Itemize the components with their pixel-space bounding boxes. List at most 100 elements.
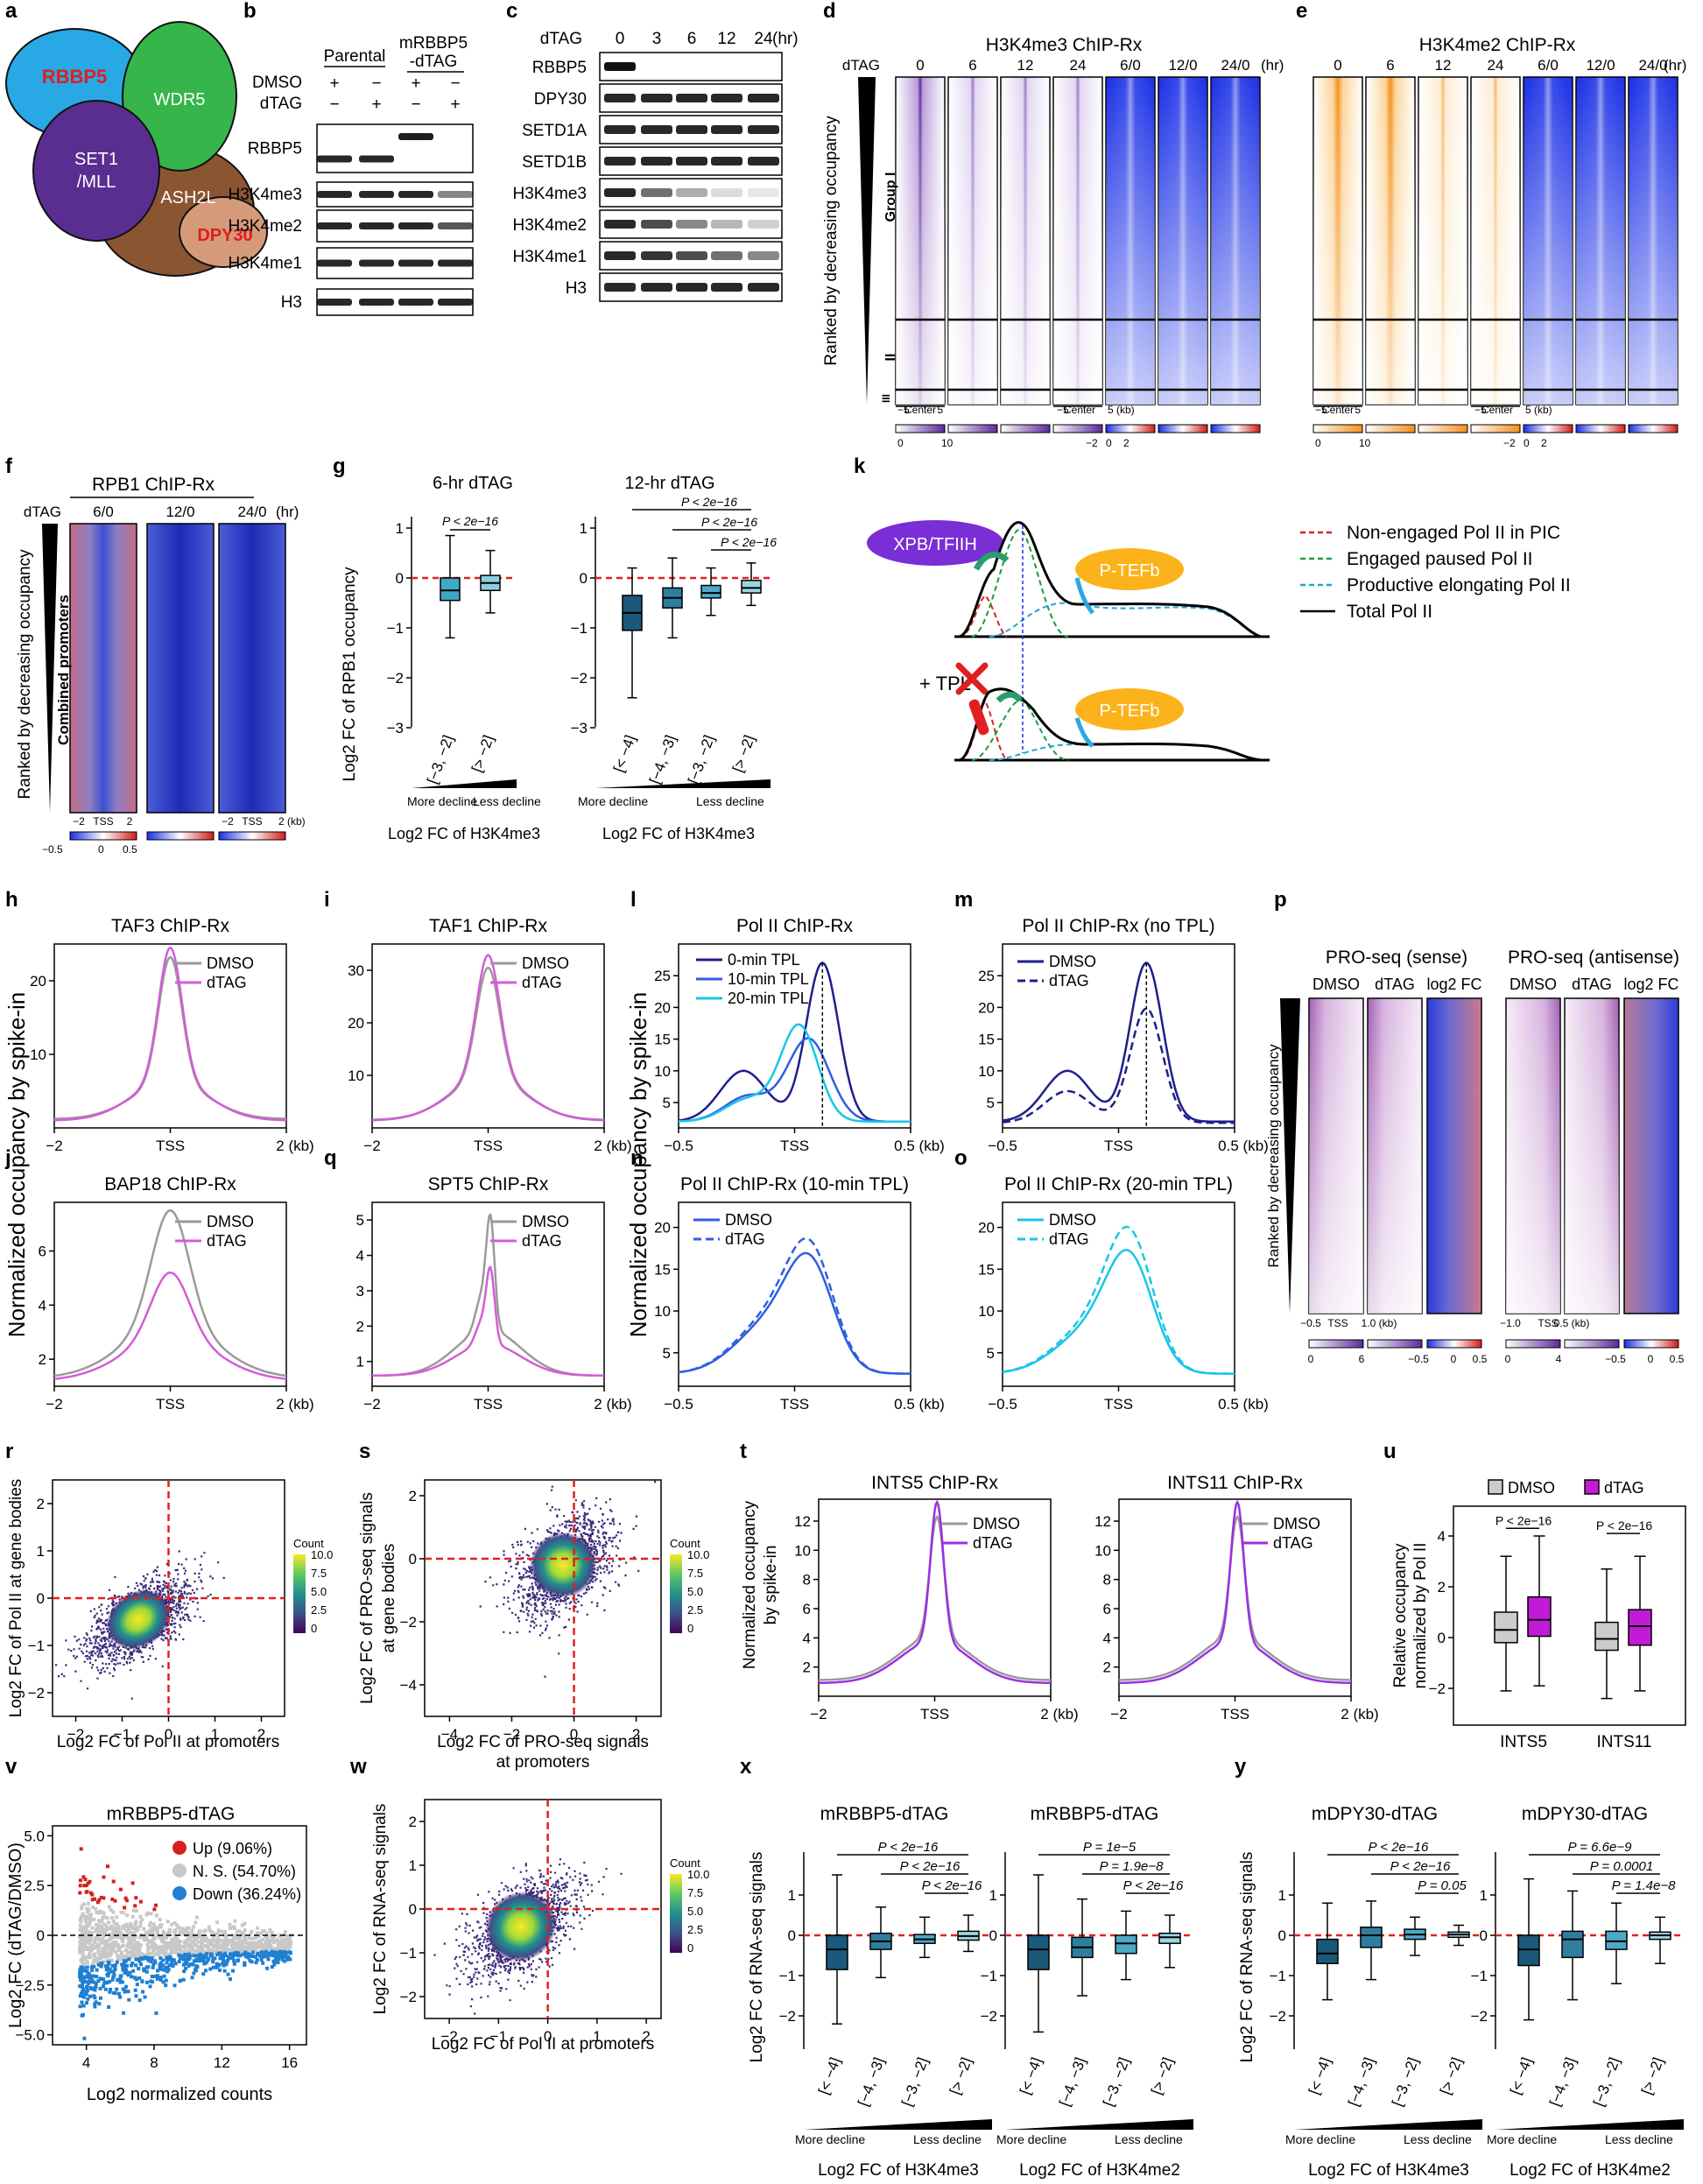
p-title-antisense: PRO-seq (antisense) — [1508, 948, 1679, 968]
x2-cat-label: [< −4] — [1017, 2055, 1045, 2096]
p-rank-triangle — [1280, 998, 1300, 1314]
y2-decline-wedge — [1495, 2119, 1684, 2130]
o-legend-label: dTAG — [1049, 1230, 1089, 1248]
y-ylab: Log2 FC of RNA-seq signals — [1238, 1852, 1256, 2063]
y2-ytick-label: 0 — [1480, 1927, 1488, 1944]
y2-cat-label: [−4, −3] — [1546, 2055, 1580, 2109]
dtag-suffix-label: -dTAG — [410, 53, 458, 71]
n-ytick-label: 5 — [663, 1345, 671, 1362]
g-title-12hr: 12-hr dTAG — [625, 474, 715, 493]
b-band — [317, 191, 352, 198]
p-scale-label: 0 — [1308, 1353, 1314, 1365]
e-x-center2: Center — [1481, 404, 1513, 416]
e-fade — [1313, 77, 1362, 405]
d-colorbar — [895, 424, 946, 433]
g-more-label2: More decline — [578, 794, 648, 808]
panel-k-model-diagram: XPB/TFIIH P-TEFb P-TEFb + TPL Non-engage… — [867, 520, 1571, 762]
b-band — [359, 155, 394, 163]
i-ytick-label: 30 — [348, 962, 364, 979]
c-band — [711, 94, 742, 102]
p-fade — [1309, 998, 1363, 1314]
x1-ytick-label: 0 — [788, 1927, 796, 1944]
p-x-label2: 0.5 (kb) — [1554, 1317, 1590, 1329]
q-ytick-label: 2 — [356, 1318, 364, 1335]
d-x-right2: 5 (kb) — [1108, 404, 1135, 416]
b-row-label: H3 — [281, 293, 302, 312]
x1-ytick-label: 1 — [788, 1887, 796, 1904]
t1-xtick-label: −2 — [810, 1706, 827, 1723]
g-right-ytick-label: 1 — [580, 520, 588, 537]
h-row-ylabel: Normalized occupancy by spike-in — [4, 992, 30, 1338]
g-ylabel: Log2 FC of RPB1 occupancy — [341, 567, 359, 782]
i-frame — [371, 943, 605, 1129]
t2-curve — [1119, 1499, 1351, 1685]
f-rank-triangle — [42, 524, 58, 813]
g-cat-label2: [−3, −2] — [685, 733, 718, 786]
b-dtag-sign: − — [329, 95, 339, 114]
dtag-row-label: dTAG — [260, 95, 302, 113]
s-cb-tick: 2.5 — [687, 1603, 703, 1617]
w-xtick-label: 1 — [593, 2028, 601, 2045]
i-xtick-label: −2 — [363, 1138, 380, 1154]
q-xtick-label: TSS — [474, 1396, 503, 1413]
x2-ytick-label: 0 — [989, 1927, 997, 1944]
y1-cat-label: [−3, −2] — [1389, 2055, 1422, 2109]
p-scale-label2: 0 — [1505, 1353, 1511, 1365]
b-dtag-sign: + — [371, 95, 381, 114]
q-xtick-label: 2 (kb) — [594, 1396, 631, 1413]
r-xlab: Log2 FC of Pol II at promoters — [57, 1733, 280, 1751]
d-ylabel: Ranked by decreasing occupancy — [822, 116, 841, 366]
n-xtick-label: 0.5 (kb) — [894, 1396, 945, 1413]
y1-decline-wedge — [1294, 2119, 1482, 2130]
c-band — [676, 220, 707, 229]
e-col-label: 0 — [1334, 57, 1341, 74]
q-ytick-label: 5 — [356, 1212, 364, 1229]
b-band — [359, 191, 394, 198]
c-band — [641, 283, 672, 292]
w-ytick-label: 0 — [409, 1901, 417, 1918]
p-heat-col2 — [1623, 997, 1679, 1314]
t1-legend-label: dTAG — [973, 1534, 1013, 1552]
v-legend-dot — [172, 1863, 186, 1878]
g-pval2: P < 2e−16 — [721, 535, 777, 549]
d-col-label: 24/0 — [1221, 57, 1249, 74]
w-cb-tick: 7.5 — [687, 1886, 703, 1899]
t2-xtick-label: TSS — [1221, 1706, 1249, 1723]
d-col-label: 12/0 — [1168, 57, 1197, 74]
e-title: H3K4me2 ChIP-Rx — [1419, 35, 1576, 55]
n-ytick-label: 10 — [654, 1303, 671, 1320]
l-ytick-label: 20 — [654, 999, 671, 1016]
s-cb-tick: 0 — [687, 1622, 693, 1635]
panel-label-k: k — [854, 454, 866, 478]
x1-xlab: Log2 FC of H3K4me3 — [818, 2161, 979, 2180]
e-colorbar — [1470, 424, 1521, 433]
l-ytick-label: 5 — [663, 1095, 671, 1111]
t2-ytick-label: 8 — [1103, 1572, 1111, 1589]
p-scale-label: −0.5 — [1408, 1353, 1429, 1365]
b-dmso-sign: − — [371, 74, 381, 93]
i-ytick-label: 20 — [348, 1015, 364, 1032]
c-hr-label: (hr) — [772, 30, 799, 48]
s-xtick-label: −2 — [503, 1726, 520, 1743]
ptefb-ellipse-1 — [1075, 548, 1184, 590]
h-legend-label: dTAG — [207, 974, 247, 991]
g-left-ytick-label: 0 — [396, 570, 404, 587]
e-col-label: 12 — [1435, 57, 1452, 74]
b-band — [438, 259, 473, 267]
t2-ytick-label: 10 — [1094, 1542, 1111, 1559]
n-title: Pol II ChIP-Rx (10-min TPL) — [680, 1174, 909, 1194]
x2-ytick-label: 1 — [989, 1887, 997, 1904]
v-legend-dot — [172, 1886, 186, 1900]
e-fade — [1418, 77, 1467, 405]
x1-pval: P < 2e−16 — [878, 1840, 939, 1855]
d-x-left2: −5 — [1057, 404, 1069, 416]
k-legend-label: Total Pol II — [1347, 602, 1432, 622]
y2-box-box — [1561, 1930, 1584, 1959]
x1-more-label: More decline — [795, 2132, 865, 2146]
c-band — [604, 157, 636, 166]
c-time-label: 24 — [754, 30, 773, 48]
s-xlab1: Log2 FC of PRO-seq signals — [437, 1733, 649, 1751]
t2-ytick-label: 12 — [1094, 1513, 1111, 1530]
o-xtick-label: 0.5 (kb) — [1218, 1396, 1269, 1413]
